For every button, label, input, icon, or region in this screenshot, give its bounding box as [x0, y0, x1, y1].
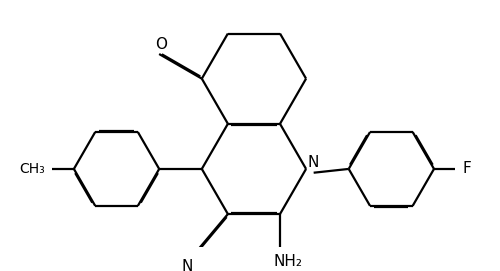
Text: N: N — [182, 259, 193, 271]
Text: NH₂: NH₂ — [273, 254, 302, 269]
Text: CH₃: CH₃ — [20, 162, 46, 176]
Text: F: F — [462, 162, 471, 176]
Text: O: O — [155, 37, 167, 52]
Text: N: N — [307, 155, 318, 170]
